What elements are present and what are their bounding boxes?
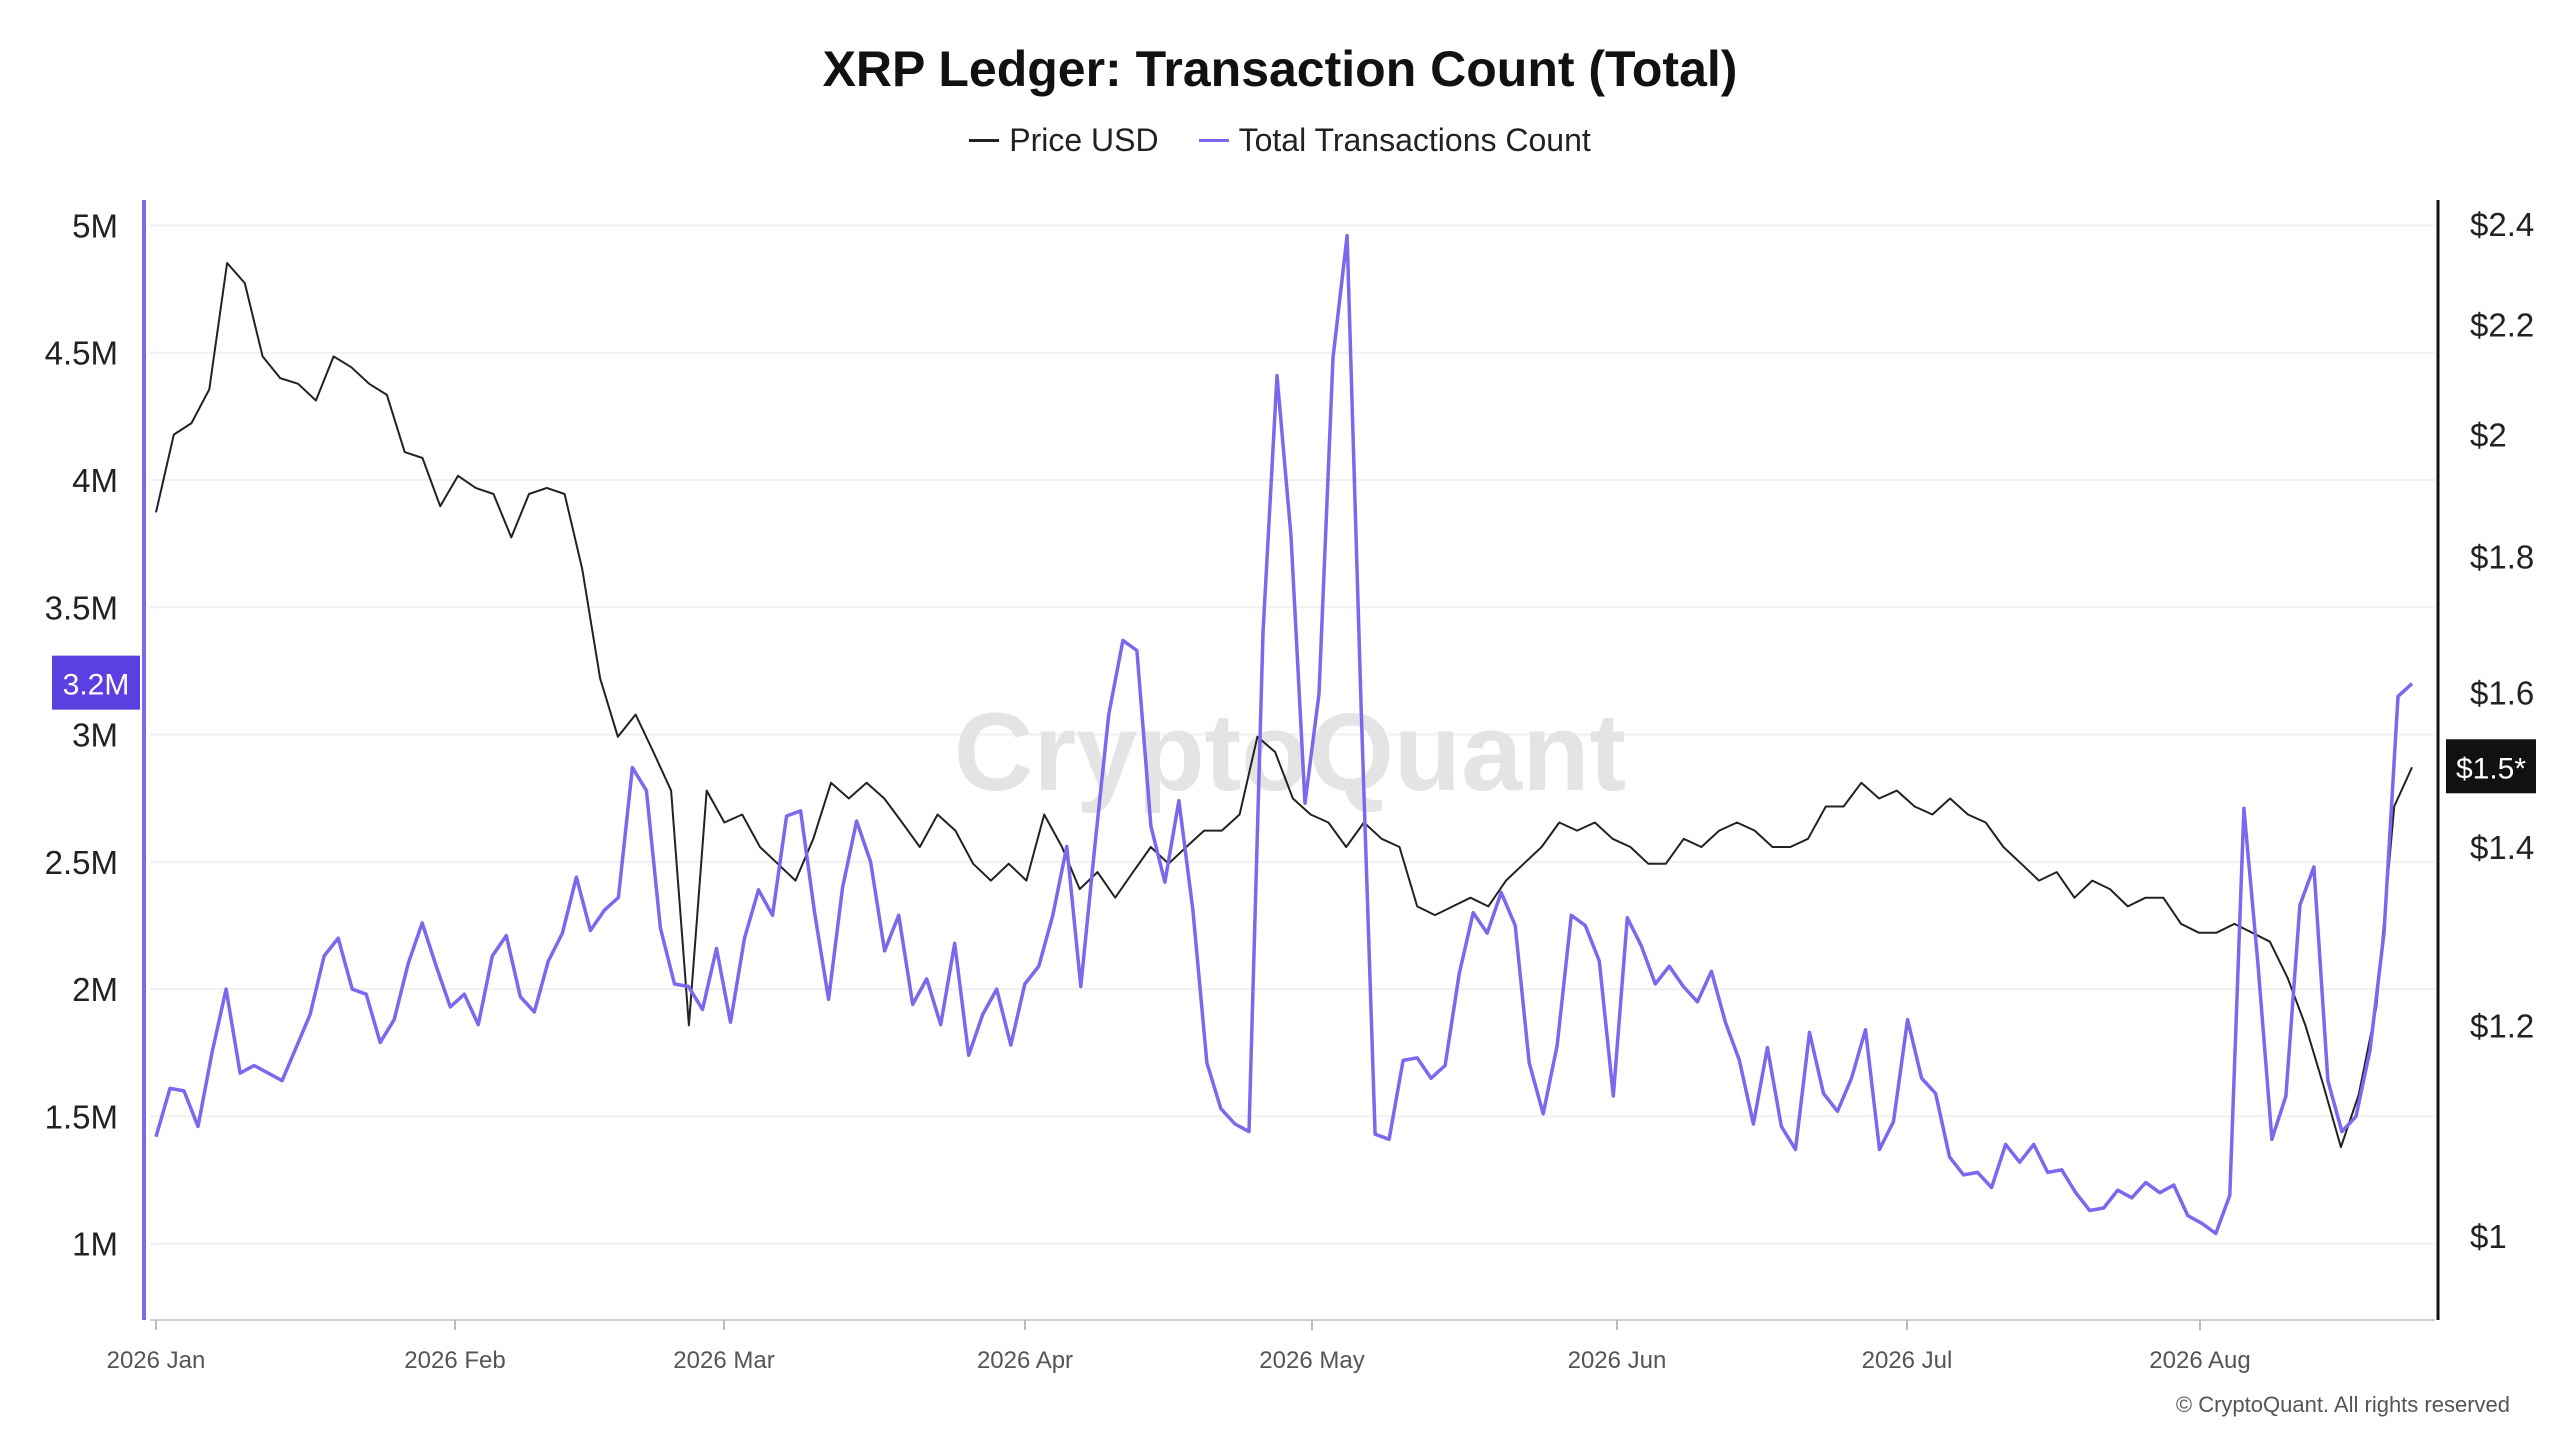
legend-label-transactions: Total Transactions Count [1238,122,1591,158]
right-tick-label: $2 [2470,417,2507,454]
x-tick-label: 2026 Jul [1862,1347,1953,1374]
right-tick-label: $1 [2470,1218,2507,1255]
legend-item-transactions[interactable]: Total Transactions Count [1198,122,1591,159]
series-line-transactions [154,233,2414,1236]
left-tick-label: 1M [72,1226,118,1263]
right-tick-label: $1.2 [2470,1007,2534,1044]
x-tick-label: 2026 Jun [1568,1347,1667,1374]
right-tick-label: $2.2 [2470,306,2534,343]
left-tick-label: 4.5M [45,335,118,372]
series-line-price [155,262,2413,1149]
right-tick-label: $1.8 [2470,538,2534,575]
left-tick-label: 2.5M [45,844,118,881]
legend-swatch-price [969,139,1000,142]
x-tick-label: 2026 Jan [107,1347,206,1374]
left-tick-label: 2M [72,971,118,1008]
legend: Price USD Total Transactions Count [0,122,2560,159]
left-tick-label: 1.5M [45,1098,118,1135]
legend-swatch-transactions [1198,139,1229,142]
right-tick-label: $1.4 [2470,829,2534,866]
legend-item-price[interactable]: Price USD [969,122,1159,159]
current-transactions-badge [52,655,140,710]
x-tick-label: 2026 May [1259,1347,1364,1374]
left-tick-label: 5M [72,207,118,244]
x-tick-label: 2026 Feb [404,1347,505,1374]
copyright-text: © CryptoQuant. All rights reserved [2175,1392,2510,1417]
right-tick-label: $1.6 [2470,675,2534,712]
left-tick-label: 3M [72,717,118,754]
right-tick-label: $2.4 [2470,206,2534,243]
x-tick-label: 2026 Apr [977,1347,1073,1374]
current-price-badge [2446,739,2536,794]
legend-label-price: Price USD [1009,122,1159,158]
current-price-label: $1.5* [2456,752,2526,785]
left-tick-label: 3.5M [45,589,118,626]
left-tick-label: 4M [72,462,118,499]
watermark-logo-text: CryptoQuant [954,691,1626,814]
current-transactions-label: 3.2M [63,669,130,702]
chart-title: XRP Ledger: Transaction Count (Total) [822,41,1738,97]
x-tick-label: 2026 Aug [2149,1347,2250,1374]
x-tick-label: 2026 Mar [673,1347,774,1374]
